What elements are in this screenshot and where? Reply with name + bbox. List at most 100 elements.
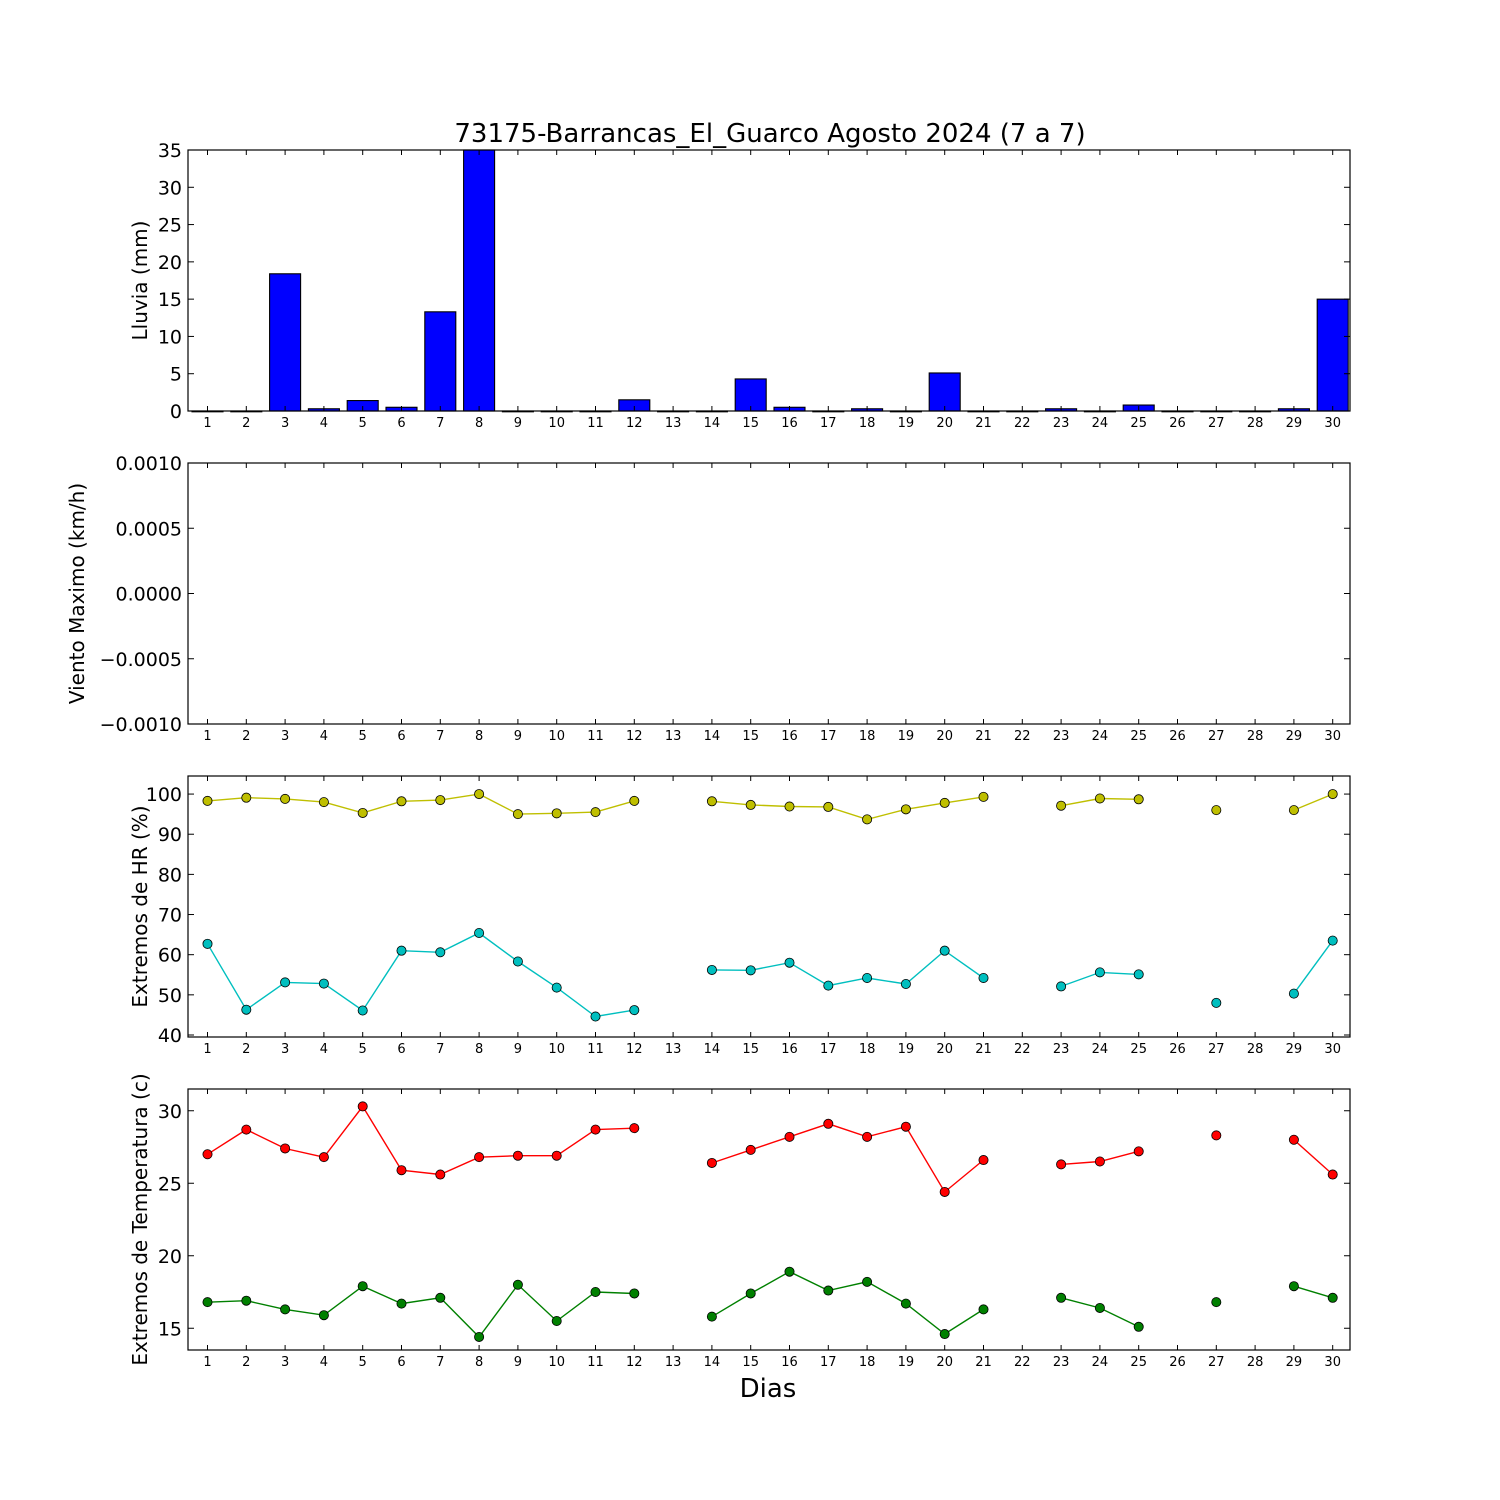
- humidity-series-0-point: [318, 797, 329, 808]
- temperature-series-0-point: [357, 1101, 368, 1112]
- rain-xtick-label: 10: [548, 416, 565, 431]
- temperature-series-0-point: [745, 1144, 756, 1155]
- temperature-xtick-label: 5: [359, 1355, 367, 1370]
- temperature-xtick-label: 18: [859, 1355, 876, 1370]
- rain-bar: [463, 149, 496, 412]
- wind-xtick-label: 11: [587, 729, 604, 744]
- temperature-series-1-point: [280, 1304, 291, 1315]
- humidity-xtick-label: 23: [1053, 1042, 1070, 1057]
- temperature-series-0-point: [435, 1169, 446, 1180]
- temperature-series-1-point: [551, 1316, 562, 1327]
- temperature-xtick-label: 21: [975, 1355, 992, 1370]
- rain-ytick-label: 15: [158, 289, 182, 311]
- rain-xtick-label: 1: [203, 416, 211, 431]
- humidity-ytick-label: 40: [158, 1025, 182, 1047]
- temperature-series-1-point: [706, 1311, 717, 1322]
- rain-xtick-label: 18: [859, 416, 876, 431]
- temperature-series-0-point: [474, 1152, 485, 1163]
- rain-xtick-label: 21: [975, 416, 992, 431]
- temperature-series-1-point: [862, 1276, 873, 1287]
- temperature-xtick-label: 16: [781, 1355, 798, 1370]
- panel-rain-frame: [187, 149, 1351, 412]
- humidity-xtick-label: 30: [1324, 1042, 1341, 1057]
- panel-wind-ylabel: Viento Maximo (km/h): [65, 483, 89, 704]
- humidity-series-0-point: [202, 795, 213, 806]
- chart-title: 73175-Barrancas_El_Guarco Agosto 2024 (7…: [454, 119, 1085, 149]
- humidity-xtick-label: 2: [242, 1042, 250, 1057]
- humidity-xtick-label: 8: [475, 1042, 483, 1057]
- temperature-ytick-label: 30: [158, 1101, 182, 1123]
- temperature-series-1-point: [745, 1288, 756, 1299]
- wind-xtick-label: 24: [1092, 729, 1109, 744]
- temperature-series-1-point: [978, 1304, 989, 1315]
- temperature-series-0-point: [1056, 1159, 1067, 1170]
- rain-ytick-label: 25: [158, 215, 182, 237]
- temperature-xtick-label: 29: [1286, 1355, 1303, 1370]
- humidity-series-0-point: [357, 807, 368, 818]
- wind-ytick-label: 0.0000: [116, 584, 182, 606]
- rain-xtick-label: 14: [704, 416, 721, 431]
- humidity-xtick-label: 4: [320, 1042, 328, 1057]
- rain-xtick-label: 3: [281, 416, 289, 431]
- rain-xtick-label: 2: [242, 416, 250, 431]
- wind-xtick-label: 22: [1014, 729, 1031, 744]
- temperature-series-1-line: [207, 1270, 1333, 1339]
- temperature-series-1-point: [1327, 1292, 1338, 1303]
- wind-xtick-label: 8: [475, 729, 483, 744]
- humidity-xtick-label: 24: [1092, 1042, 1109, 1057]
- humidity-xtick-label: 18: [859, 1042, 876, 1057]
- temperature-ytick-label: 15: [158, 1318, 182, 1340]
- humidity-xtick-label: 25: [1130, 1042, 1147, 1057]
- temperature-series-0-point: [706, 1157, 717, 1168]
- wind-xtick-label: 7: [436, 729, 444, 744]
- rain-xtick-label: 26: [1169, 416, 1186, 431]
- temperature-xtick-label: 4: [320, 1355, 328, 1370]
- humidity-xtick-label: 1: [203, 1042, 211, 1057]
- humidity-series-0-point: [900, 804, 911, 815]
- humidity-xtick-label: 26: [1169, 1042, 1186, 1057]
- temperature-series-1-point: [1133, 1321, 1144, 1332]
- humidity-series-0-point: [551, 808, 562, 819]
- temperature-series-0-point: [280, 1143, 291, 1154]
- humidity-series-0-point: [706, 796, 717, 807]
- temperature-series-0-point: [939, 1186, 950, 1197]
- humidity-series-0-point: [1056, 800, 1067, 811]
- panel-rain-ylabel: Lluvia (mm): [128, 221, 152, 341]
- temperature-series-1-point: [784, 1266, 795, 1277]
- temperature-series-1-point: [823, 1285, 834, 1296]
- temperature-series-0-point: [1288, 1134, 1299, 1145]
- wind-xtick-label: 26: [1169, 729, 1186, 744]
- rain-ytick-label: 0: [170, 401, 182, 423]
- temperature-xtick-label: 19: [898, 1355, 915, 1370]
- rain-xtick-label: 4: [320, 416, 328, 431]
- rain-xtick-label: 24: [1092, 416, 1109, 431]
- humidity-series-0-point: [1327, 789, 1338, 800]
- humidity-xtick-label: 13: [665, 1042, 682, 1057]
- temperature-series-1-point: [512, 1279, 523, 1290]
- rain-xtick-label: 8: [475, 416, 483, 431]
- temperature-series-1-point: [1288, 1281, 1299, 1292]
- wind-xtick-label: 18: [859, 729, 876, 744]
- wind-ytick-label: 0.0005: [116, 518, 182, 540]
- humidity-series-1-point: [202, 938, 213, 949]
- humidity-series-1-point: [241, 1004, 252, 1015]
- humidity-series-0-point: [784, 801, 795, 812]
- humidity-xtick-label: 27: [1208, 1042, 1225, 1057]
- humidity-series-1-point: [978, 972, 989, 983]
- panel-temperature-frame: [187, 1088, 1351, 1351]
- humidity-ytick-label: 60: [158, 945, 182, 967]
- humidity-series-1-point: [900, 978, 911, 989]
- rain-ytick-label: 35: [158, 140, 182, 162]
- temperature-series-1-point: [900, 1298, 911, 1309]
- humidity-series-1-point: [1288, 988, 1299, 999]
- humidity-series-0-point: [1288, 805, 1299, 816]
- rain-xtick-label: 28: [1247, 416, 1264, 431]
- humidity-xtick-label: 16: [781, 1042, 798, 1057]
- humidity-series-1-point: [590, 1011, 601, 1022]
- humidity-series-1-point: [1056, 981, 1067, 992]
- wind-ytick-label: −0.0005: [100, 649, 182, 671]
- temperature-series-1-point: [435, 1292, 446, 1303]
- humidity-xtick-label: 14: [704, 1042, 721, 1057]
